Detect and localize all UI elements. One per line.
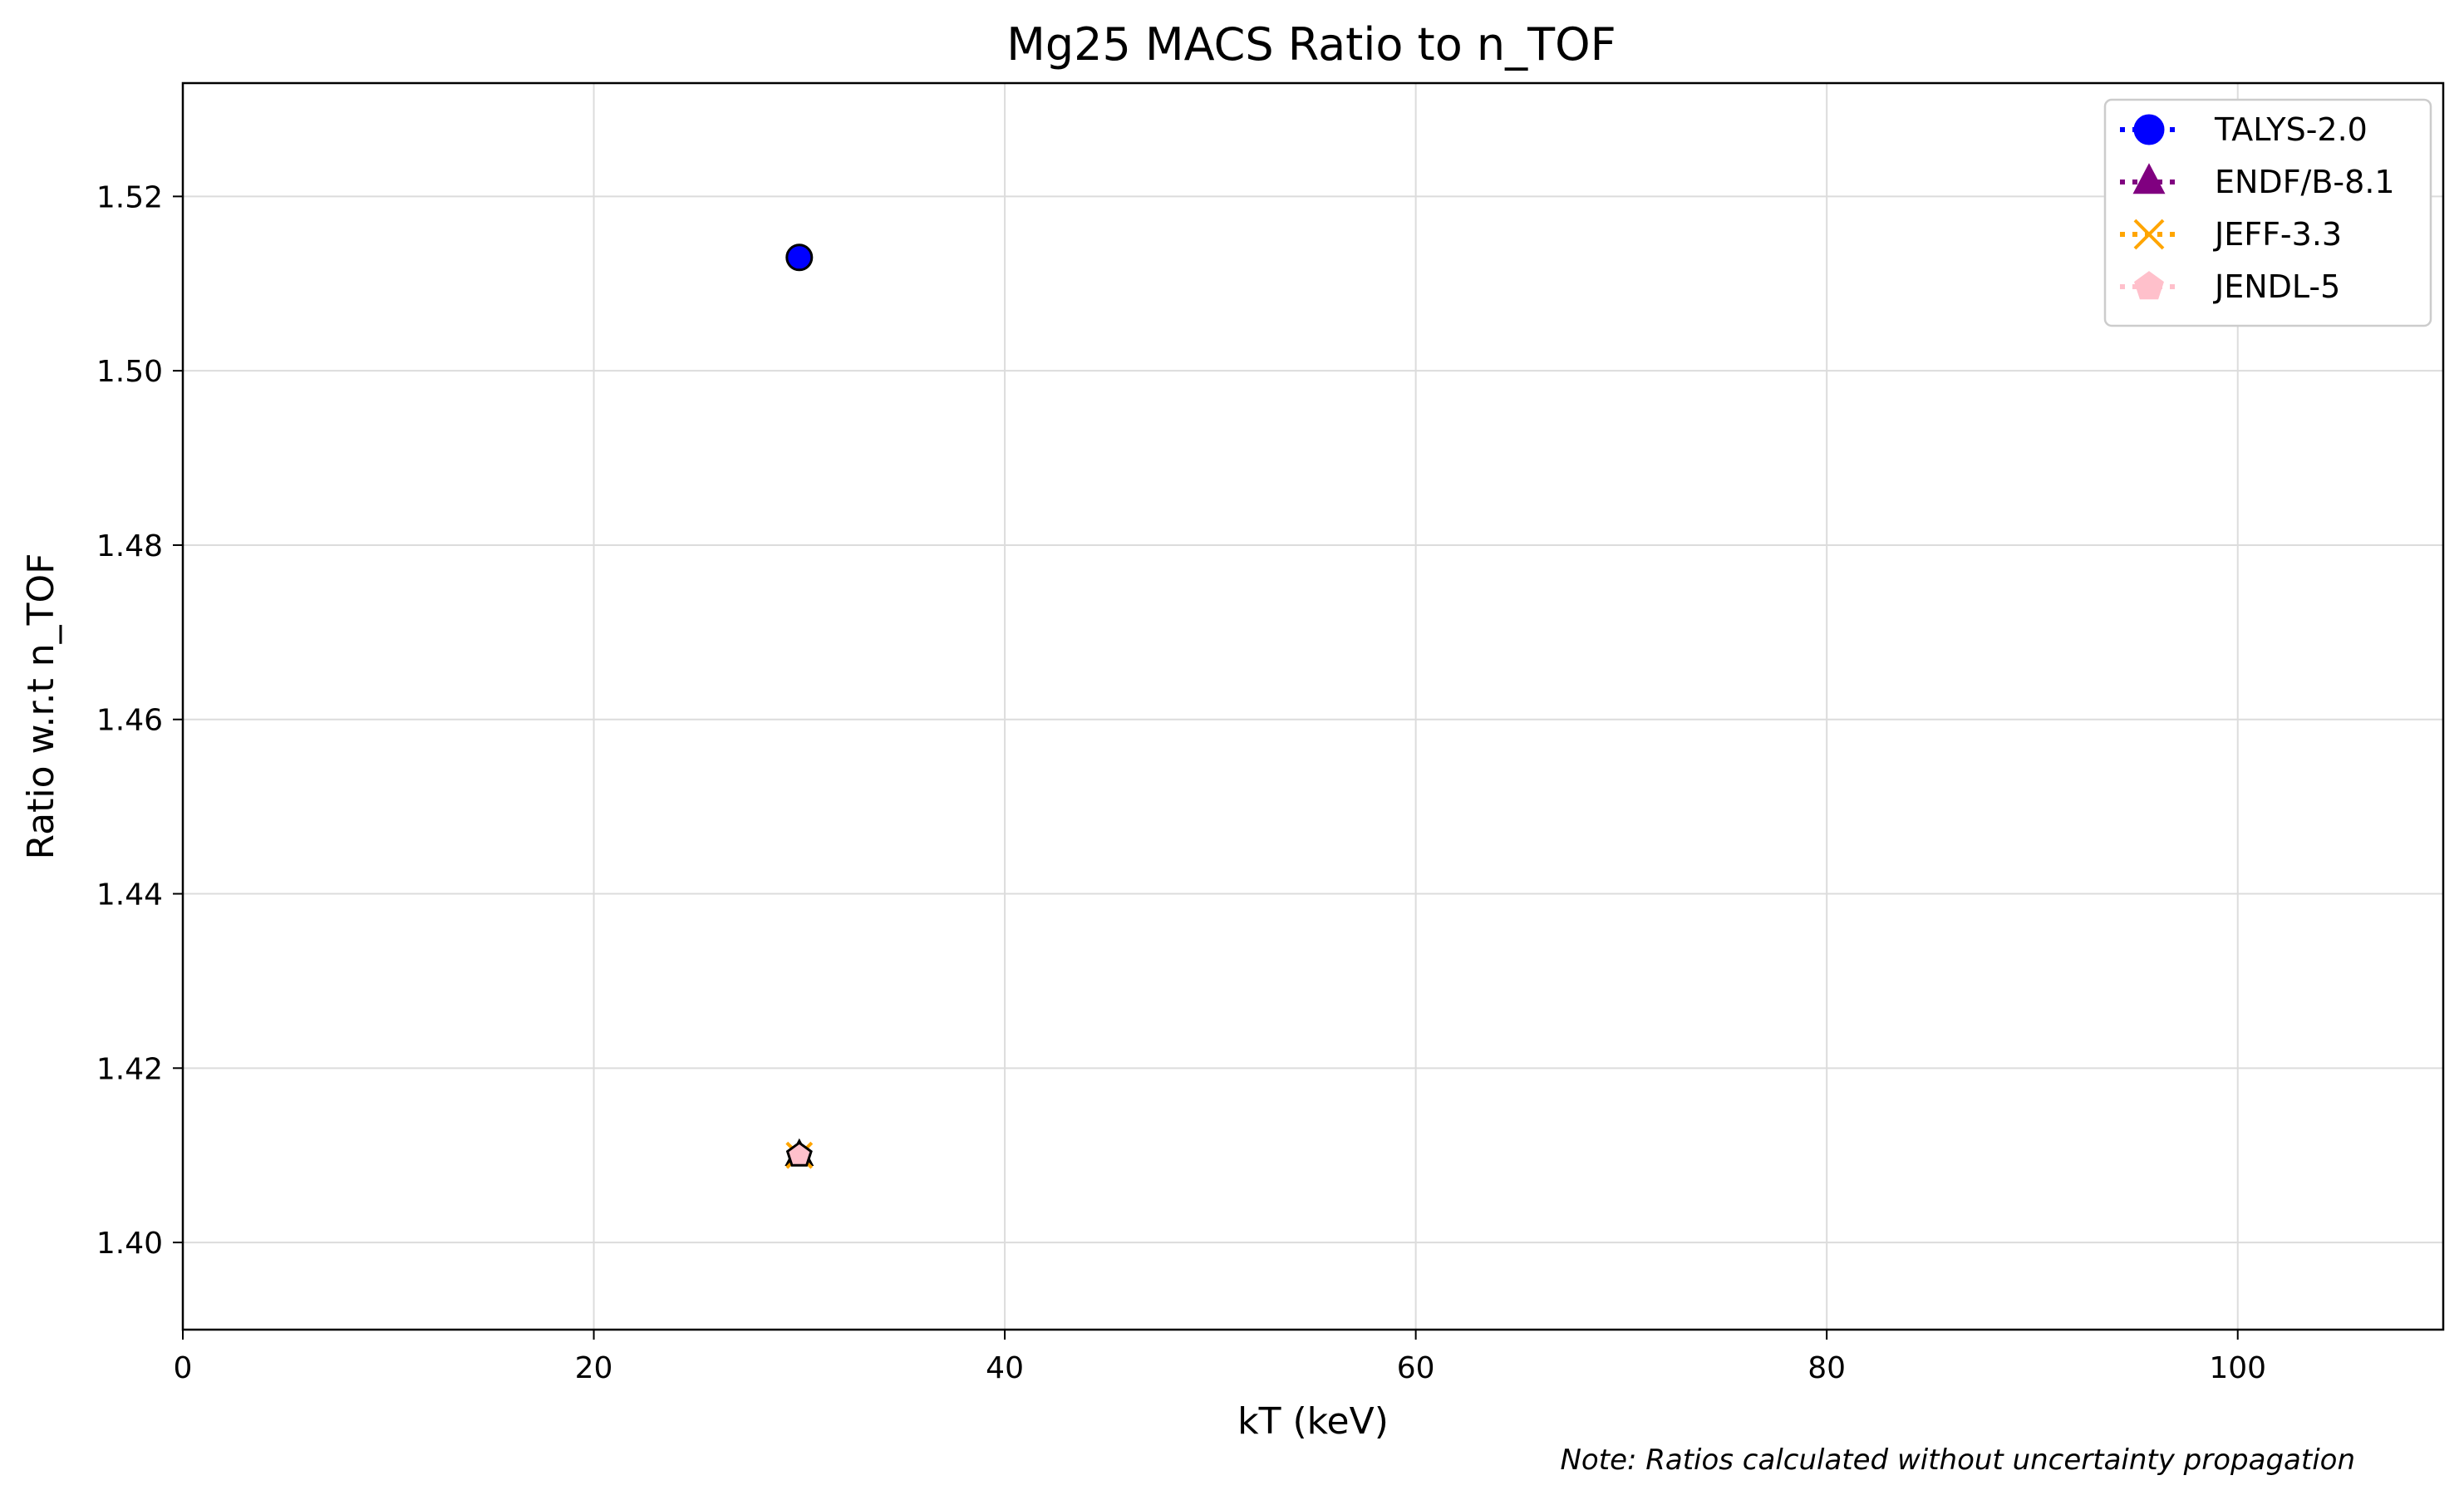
legend-item-talys-2-0: TALYS-2.0 (2120, 111, 2368, 148)
legend-marker (2132, 163, 2166, 194)
y-tick-label: 1.46 (96, 704, 163, 738)
y-tick-label: 1.50 (96, 355, 163, 389)
y-axis-label: Ratio w.r.t n_TOF (20, 553, 62, 860)
y-tick-label: 1.40 (96, 1227, 163, 1261)
legend-label: JENDL-5 (2213, 268, 2340, 305)
data-points (784, 243, 814, 1169)
legend-marker (2133, 114, 2165, 145)
data-point-jendl-5 (785, 1141, 813, 1167)
legend-box (2103, 98, 2432, 327)
legend-item-endf-b-8-1: ENDF/B-8.1 (2120, 163, 2395, 200)
legend: TALYS-2.0 ENDF/B-8.1 JEFF-3.3 JENDL-5 (2103, 98, 2432, 327)
x-tick-label: 100 (2209, 1351, 2266, 1385)
y-axis-ticks: 1.40 1.42 1.44 1.46 1.48 1.50 1.52 (96, 180, 183, 1261)
plot-frame (181, 81, 2445, 1331)
legend-label: TALYS-2.0 (2214, 111, 2368, 148)
y-tick-label: 1.44 (96, 878, 163, 912)
legend-item-jeff-3-3: JEFF-3.3 (2120, 216, 2342, 253)
y-tick-label: 1.48 (96, 529, 163, 563)
x-axis-label: kT (keV) (1237, 1400, 1389, 1443)
x-tick-label: 20 (575, 1351, 613, 1385)
x-marker-stroke (2133, 219, 2165, 250)
footnote: Note: Ratios calculated without uncertai… (1561, 1443, 2356, 1477)
x-tick-label: 60 (1397, 1351, 1435, 1385)
legend-label: JEFF-3.3 (2213, 216, 2342, 253)
x-axis-ticks: 0 20 40 60 80 100 (174, 1330, 2266, 1385)
x-tick-label: 0 (174, 1351, 193, 1385)
chart-title: Mg25 MACS Ratio to n_TOF (1006, 18, 1616, 71)
data-point-talys-2-0 (785, 243, 814, 272)
y-tick-label: 1.42 (96, 1052, 163, 1086)
legend-marker (2134, 271, 2164, 300)
y-tick-label: 1.52 (96, 180, 163, 214)
legend-item-jendl-5: JENDL-5 (2120, 268, 2340, 305)
x-tick-label: 80 (1807, 1351, 1846, 1385)
legend-marker (2133, 219, 2165, 250)
legend-label: ENDF/B-8.1 (2215, 164, 2395, 200)
x-tick-label: 40 (986, 1351, 1024, 1385)
